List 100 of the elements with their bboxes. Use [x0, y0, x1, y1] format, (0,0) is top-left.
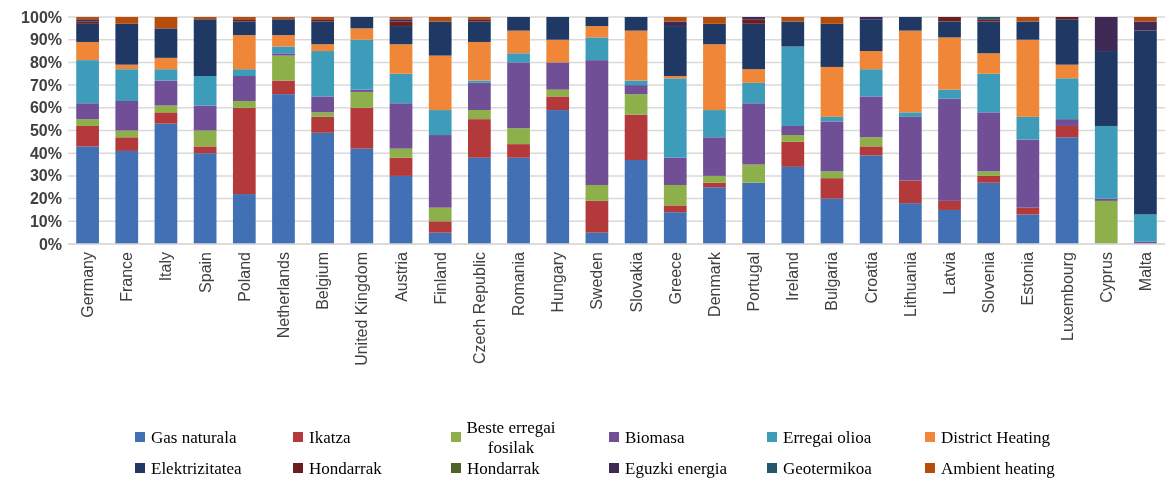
bar — [428, 21, 452, 56]
y-tick-label: 10% — [29, 212, 62, 230]
y-tick-label: 90% — [29, 31, 62, 49]
bar — [468, 157, 491, 244]
bar — [585, 17, 609, 27]
bar — [154, 57, 178, 70]
bar — [428, 207, 452, 222]
y-tick-label: 70% — [29, 76, 62, 94]
bar — [703, 110, 726, 138]
bar — [938, 37, 961, 90]
bar — [624, 94, 648, 115]
bar — [232, 194, 256, 244]
bar — [585, 200, 609, 233]
bar — [546, 96, 570, 111]
x-tick-label: France — [118, 251, 136, 302]
bar — [311, 116, 335, 133]
bar — [820, 66, 844, 117]
bar — [546, 110, 570, 244]
bar — [428, 135, 452, 208]
x-tick-label: Belgium — [314, 252, 332, 310]
bar — [977, 112, 1001, 172]
bar — [389, 44, 413, 74]
bar — [428, 110, 452, 136]
x-tick-label: Finland — [431, 252, 449, 305]
bar — [1134, 17, 1157, 22]
bar — [350, 17, 374, 29]
bar — [742, 69, 765, 83]
legend-label: Ikatza — [309, 427, 351, 447]
x-tick-label: Malta — [1136, 251, 1154, 292]
x-tick-label: Lithuania — [901, 251, 919, 317]
bar — [507, 30, 530, 54]
bar — [703, 187, 726, 244]
bar — [585, 60, 609, 185]
bar — [546, 17, 570, 40]
bar — [389, 157, 413, 176]
bar — [193, 76, 217, 106]
legend-label: District Heating — [941, 427, 1051, 447]
bar — [898, 203, 922, 244]
bar — [389, 148, 413, 158]
x-tick-label: Czech Republic — [470, 252, 488, 365]
bar — [977, 53, 1001, 74]
bar — [938, 21, 961, 38]
bar — [1055, 19, 1079, 65]
legend-label: Ambient heating — [941, 458, 1056, 478]
bar — [859, 19, 883, 52]
bar — [585, 26, 609, 38]
x-tick-label: Bulgaria — [823, 251, 841, 311]
bar — [859, 146, 883, 156]
bar — [1055, 125, 1079, 138]
x-tick-label: Slovakia — [627, 251, 645, 313]
bar — [820, 198, 844, 244]
bar — [1134, 214, 1157, 242]
bar — [1094, 51, 1118, 126]
bar — [977, 171, 1001, 176]
bar — [898, 112, 922, 117]
x-tick-label: Sweden — [588, 252, 606, 310]
bar — [272, 19, 295, 36]
bar — [977, 182, 1001, 244]
bar — [859, 51, 883, 70]
bar — [742, 82, 765, 104]
x-tick-label: Hungary — [549, 252, 567, 313]
legend-label: Elektrizitatea — [151, 458, 243, 478]
bar — [624, 160, 648, 244]
x-tick-label: Denmark — [705, 251, 723, 317]
x-tick-label: Portugal — [745, 252, 763, 312]
bar — [1055, 64, 1079, 79]
bar — [742, 164, 765, 183]
bar — [154, 80, 178, 106]
bar — [232, 35, 256, 70]
y-tick-label: 40% — [29, 144, 62, 162]
x-tick-label: Poland — [235, 252, 253, 302]
bar — [624, 30, 648, 81]
bar — [703, 23, 726, 45]
y-tick-label: 0% — [38, 235, 62, 253]
bar — [624, 114, 648, 161]
bar — [115, 17, 139, 24]
bar — [977, 175, 1001, 183]
x-tick-label: Austria — [392, 251, 410, 302]
bar — [781, 46, 805, 126]
y-tick-label: 60% — [29, 99, 62, 117]
bar — [507, 17, 530, 31]
bar — [76, 119, 99, 126]
bar — [115, 137, 139, 151]
bar — [624, 17, 648, 31]
x-tick-label: Cyprus — [1097, 252, 1115, 303]
bar — [1094, 125, 1118, 199]
bar — [193, 19, 217, 77]
bar — [898, 30, 922, 113]
x-tick-label: Latvia — [941, 251, 959, 295]
x-tick-label: Romania — [510, 251, 528, 317]
x-tick-label: Ireland — [784, 252, 802, 301]
bar — [546, 62, 570, 90]
bar — [350, 39, 374, 90]
y-tick-label: 50% — [29, 122, 62, 139]
bar — [193, 130, 217, 147]
bar — [624, 85, 648, 95]
bar — [938, 209, 961, 244]
bar — [232, 100, 256, 108]
bar — [781, 125, 805, 136]
bar — [115, 23, 139, 65]
